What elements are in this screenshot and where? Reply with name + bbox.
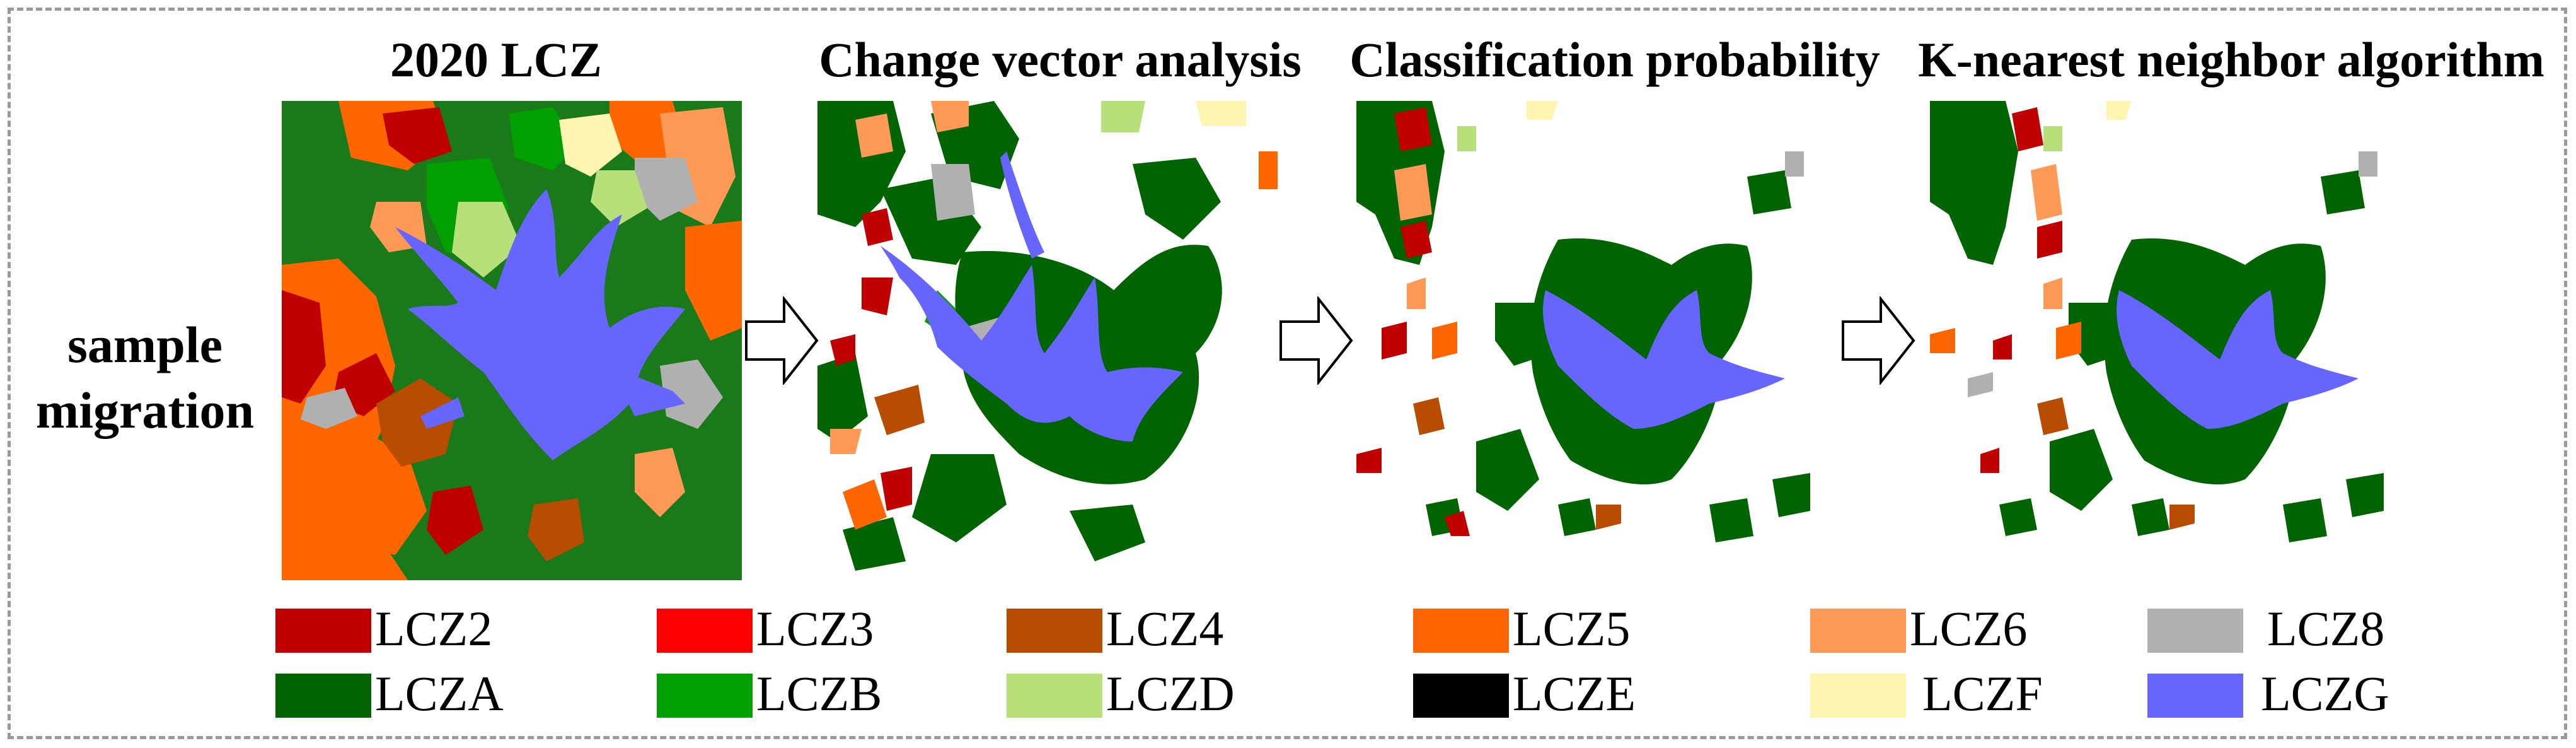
legend-label: LCZ6 [1910,601,2028,656]
panel-title-change-vector-analysis: Change vector analysis [819,32,1302,87]
map-cva-graphic [817,101,1278,571]
side-label-line1: sample [67,316,222,373]
legend-swatch [1413,609,1509,653]
map-knn-algorithm [1930,101,2390,580]
legend-swatch [657,674,753,718]
legend-label: LCZ4 [1106,601,1224,656]
figure-frame [8,8,2567,739]
arrow-right-icon [1279,296,1353,385]
legend-swatch [1810,674,1906,718]
legend-label: LCZE [1513,666,1636,721]
legend-label: LCZ3 [756,601,874,656]
legend-label: LCZ5 [1513,601,1631,656]
legend-label: LCZD [1106,666,1235,721]
legend-swatch [657,609,753,653]
legend-swatch [275,674,371,718]
legend-swatch [1810,609,1906,653]
legend-swatch [275,609,371,653]
map-classification-probability-graphic [1356,101,1810,542]
legend-label: LCZF [1922,666,2043,721]
legend-label: LCZ2 [375,601,493,656]
map-change-vector-analysis [817,101,1278,580]
legend-swatch [2147,674,2243,718]
map-classification-probability [1356,101,1816,580]
legend-swatch [2147,609,2243,653]
side-label: sample migration [25,312,265,443]
side-label-line2: migration [35,382,255,439]
legend-label: LCZA [375,666,504,721]
panel-title-2020-lcz: 2020 LCZ [390,32,602,87]
legend-swatch [1007,609,1102,653]
arrow-right-icon [745,296,819,385]
legend-label: LCZ8 [2267,601,2385,656]
panel-title-classification-probability: Classification probability [1349,32,1880,87]
arrow-right-icon [1842,296,1915,385]
map-2020-lcz-graphic [282,101,742,580]
panel-title-knn-algorithm: K-nearest neighbor algorithm [1918,32,2544,87]
legend-label: LCZB [756,666,882,721]
map-2020-lcz [282,101,742,580]
legend-swatch [1413,674,1509,718]
legend-swatch [1007,674,1102,718]
legend-label: LCZG [2261,666,2389,721]
map-knn-graphic [1930,101,2384,542]
